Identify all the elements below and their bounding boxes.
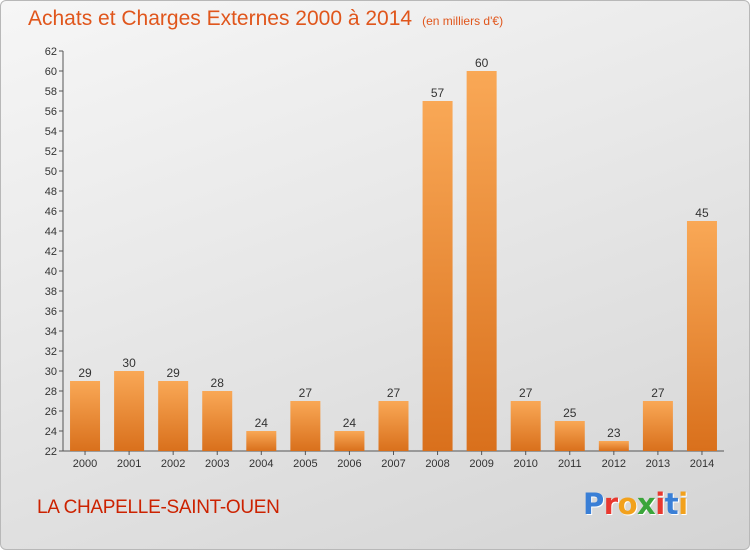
data-label: 45	[695, 206, 709, 220]
logo-letter: i	[655, 487, 665, 521]
data-label: 24	[255, 416, 269, 430]
logo-letter: x	[637, 487, 656, 521]
data-label: 29	[78, 366, 92, 380]
chart-title-block: Achats et Charges Externes 2000 à 2014 (e…	[28, 7, 503, 31]
chart-title: Achats et Charges Externes 2000 à 2014	[28, 7, 413, 30]
y-tick-label: 56	[45, 106, 57, 118]
logo-letter: t	[664, 487, 679, 521]
y-tick-label: 42	[45, 246, 57, 258]
town-name: LA CHAPELLE-SAINT-OUEN	[37, 497, 280, 518]
y-tick-label: 52	[45, 146, 57, 158]
bar-2014	[686, 221, 717, 451]
y-tick-label: 32	[45, 346, 57, 358]
y-tick-label: 28	[45, 386, 57, 398]
x-tick-label: 2002	[161, 458, 185, 470]
y-tick-label: 60	[45, 66, 57, 78]
data-label: 30	[122, 356, 136, 370]
y-tick-label: 26	[45, 406, 57, 418]
x-tick-label: 2000	[73, 458, 97, 470]
y-tick-label: 36	[45, 306, 57, 318]
data-label: 57	[431, 86, 445, 100]
logo-letter: P	[583, 487, 604, 521]
x-tick-label: 2010	[513, 458, 537, 470]
y-tick-label: 30	[45, 366, 57, 378]
x-tick-label: 2008	[425, 458, 449, 470]
y-tick-label: 24	[45, 426, 57, 438]
data-label: 27	[387, 386, 401, 400]
y-tick-label: 50	[45, 166, 57, 178]
y-tick-label: 48	[45, 186, 57, 198]
bar-2009	[466, 71, 497, 451]
x-tick-label: 2013	[646, 458, 670, 470]
x-tick-label: 2006	[337, 458, 361, 470]
x-tick-label: 2014	[690, 458, 714, 470]
bar-2010	[510, 401, 541, 451]
bar-2007	[378, 401, 409, 451]
data-label: 24	[343, 416, 357, 430]
unit-label: (en milliers d'€)	[422, 14, 504, 28]
chart-bars: 29 30 29 28 24 27 24 27 57 60 27 25 23 27 45	[70, 56, 717, 451]
bar-2004	[246, 431, 277, 451]
bar-2005	[290, 401, 321, 451]
y-tick-label: 62	[45, 46, 57, 58]
data-label: 27	[519, 386, 533, 400]
y-tick-label: 34	[45, 326, 57, 338]
data-label: 28	[211, 376, 225, 390]
x-tick-label: 2009	[469, 458, 493, 470]
bar-2006	[334, 431, 365, 451]
data-label: 60	[475, 56, 489, 70]
x-tick-label: 2005	[293, 458, 317, 470]
y-tick-label: 46	[45, 206, 57, 218]
logo-letter: r	[603, 487, 618, 521]
bar-2002	[158, 381, 189, 451]
y-tick-label: 22	[45, 446, 57, 458]
data-label: 27	[651, 386, 665, 400]
x-tick-label: 2007	[381, 458, 405, 470]
y-tick-label: 44	[45, 226, 57, 238]
y-tick-label: 58	[45, 86, 57, 98]
bar-2008	[422, 101, 453, 451]
logo-letter: o	[617, 487, 638, 521]
data-label: 29	[166, 366, 180, 380]
data-label: 23	[607, 426, 621, 440]
bar-2001	[114, 371, 145, 451]
data-label: 27	[299, 386, 313, 400]
bar-2012	[598, 441, 629, 451]
bar-2000	[70, 381, 101, 451]
x-tick-label: 2011	[558, 458, 582, 470]
data-label: 25	[563, 406, 577, 420]
logo-letter: i	[678, 487, 688, 521]
bar-2003	[202, 391, 233, 451]
y-tick-label: 54	[45, 126, 57, 138]
bar-2011	[554, 421, 585, 451]
x-tick-label: 2012	[602, 458, 626, 470]
y-tick-label: 40	[45, 266, 57, 278]
x-tick-label: 2004	[249, 458, 273, 470]
proxiti-logo: Proxiti	[583, 487, 688, 521]
x-tick-label: 2003	[205, 458, 229, 470]
x-tick-label: 2001	[117, 458, 141, 470]
bar-2013	[642, 401, 673, 451]
y-tick-label: 38	[45, 286, 57, 298]
